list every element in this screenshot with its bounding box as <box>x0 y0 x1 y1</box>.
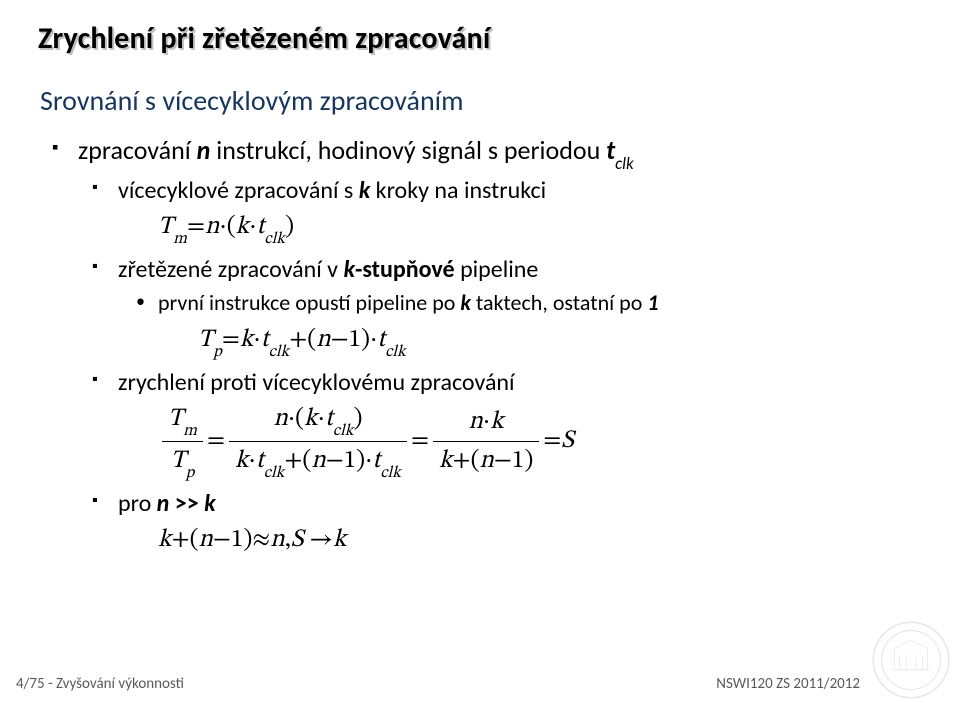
equation-speedup: Tm Tp = n⋅(k⋅tclk) k⋅tclk+(n−1)⋅tclk = n… <box>158 402 922 481</box>
bullet-multicycle: vícecyklové zpracování s k kroky na inst… <box>118 176 922 247</box>
text: taktech, ostatní po <box>471 289 647 316</box>
equation-Tm: Tm=n⋅(k⋅tclk) <box>158 210 922 247</box>
var-S: S <box>561 424 574 458</box>
var-k: k <box>359 176 371 205</box>
text: pro <box>118 489 157 518</box>
text: -stupňové <box>355 255 455 284</box>
var-k: k <box>460 289 471 316</box>
text: zřetězené zpracování v <box>118 255 343 284</box>
text: zpracování <box>78 134 197 166</box>
var-t: t <box>606 134 615 166</box>
text: pipeline <box>455 255 539 284</box>
sub-clk: clk <box>615 153 634 174</box>
equation-Tp: Tp=k⋅tclk+(n−1)⋅tclk <box>198 323 922 360</box>
text-gg: >> <box>169 489 204 518</box>
bullet-list-l2: vícecyklové zpracování s k kroky na inst… <box>78 176 922 556</box>
text: instrukcí, hodinový signál s periodou <box>210 134 606 166</box>
frac-nktclk: n⋅(k⋅tclk) k⋅tclk+(n−1)⋅tclk <box>229 402 407 481</box>
var-n: n <box>197 134 211 166</box>
bullet-pro-n-k: pro n >> k k+(n−1)≈n,S →k <box>118 489 922 557</box>
text: první instrukce opustí pipeline po <box>158 289 460 316</box>
text: kroky na instrukci <box>370 176 546 205</box>
bullet-speedup: zrychlení proti vícecyklovému zpracování… <box>118 368 922 481</box>
bullet-pipeline: zřetězené zpracování v k-stupňové pipeli… <box>118 255 922 359</box>
bullet-processing-n: zpracování n instrukcí, hodinový signál … <box>78 134 922 556</box>
footer-right: NSWI120 ZS 2011/2012 <box>716 675 860 693</box>
var-n: n <box>157 489 170 518</box>
text: vícecyklové zpracování s <box>118 176 359 205</box>
text: zrychlení proti vícecyklovému zpracování <box>118 368 515 397</box>
frac-nk: n⋅k k+(n−1) <box>433 405 539 478</box>
var-one: 1 <box>647 289 658 316</box>
bullet-first-instruction: první instrukce opustí pipeline po k tak… <box>158 289 922 317</box>
equation-limit: k+(n−1)≈n,S →k <box>158 523 922 557</box>
bullet-list-l3: první instrukce opustí pipeline po k tak… <box>118 289 922 317</box>
var-k: k <box>343 255 355 284</box>
university-seal-icon <box>870 619 952 701</box>
frac-Tm-Tp: Tm Tp <box>162 402 203 481</box>
slide: Zrychlení při zřetězeném zpracování Srov… <box>0 0 960 703</box>
var-k: k <box>204 489 216 518</box>
bullet-list-l1: zpracování n instrukcí, hodinový signál … <box>38 134 922 556</box>
footer-left: 4/75 - Zvyšování výkonnosti <box>16 675 184 693</box>
slide-subtitle: Srovnání s vícecyklovým zpracováním <box>40 83 922 118</box>
slide-title: Zrychlení při zřetězeném zpracování <box>38 20 922 57</box>
